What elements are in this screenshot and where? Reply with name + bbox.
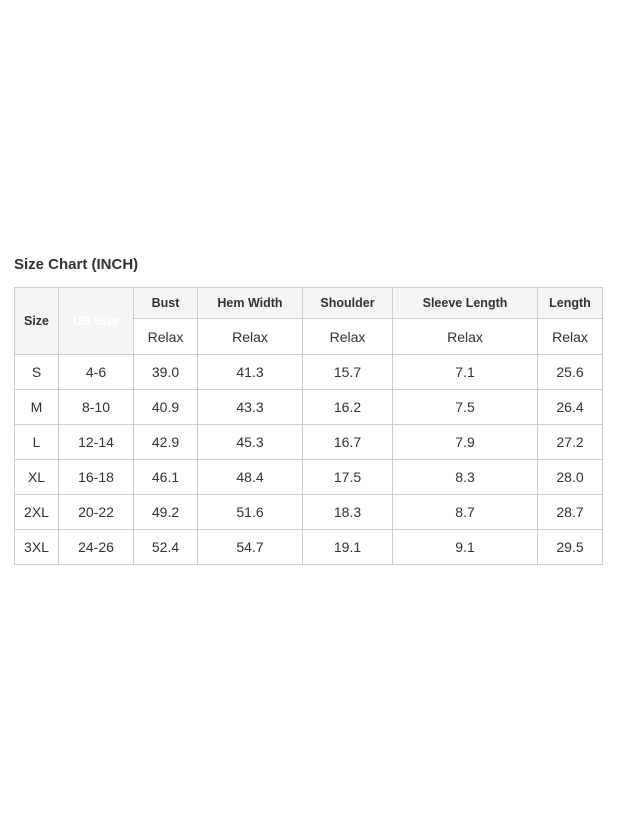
measurement-cell: 16.2 — [302, 389, 393, 425]
measurement-cell: 48.4 — [197, 459, 303, 495]
table-row: L 12-14 42.9 45.3 16.7 7.9 27.2 — [14, 424, 603, 460]
fit-cell-bust: Relax — [133, 318, 198, 355]
fit-cell-hem-width: Relax — [197, 318, 303, 355]
us-size-cell: 16-18 — [58, 459, 134, 495]
measurement-cell: 41.3 — [197, 354, 303, 390]
measurement-cell: 18.3 — [302, 494, 393, 530]
fit-cell-sleeve-length: Relax — [392, 318, 538, 355]
measurement-cell: 9.1 — [392, 529, 538, 565]
measurement-cell: 39.0 — [133, 354, 198, 390]
column-header-hem-width: Hem Width — [197, 287, 303, 319]
fit-cell-length: Relax — [537, 318, 603, 355]
measurement-cell: 28.0 — [537, 459, 603, 495]
us-size-cell: 8-10 — [58, 389, 134, 425]
us-size-cell: 12-14 — [58, 424, 134, 460]
measurement-cell: 51.6 — [197, 494, 303, 530]
table-row: XL 16-18 46.1 48.4 17.5 8.3 28.0 — [14, 459, 603, 495]
size-cell: XL — [14, 459, 59, 495]
size-chart-body: S 4-6 39.0 41.3 15.7 7.1 25.6 M 8-10 40.9 43.3 16.2… — [14, 354, 603, 565]
measurement-cell: 29.5 — [537, 529, 603, 565]
size-chart-title: Size Chart (INCH) — [14, 256, 139, 273]
measurement-cell: 49.2 — [133, 494, 198, 530]
measurement-cell: 15.7 — [302, 354, 393, 390]
size-cell: S — [14, 354, 59, 390]
measurement-cell: 43.3 — [197, 389, 303, 425]
table-row: 3XL 24-26 52.4 54.7 19.1 9.1 29.5 — [14, 529, 603, 565]
fit-cell-shoulder: Relax — [302, 318, 393, 355]
measurement-cell: 54.7 — [197, 529, 303, 565]
table-row: S 4-6 39.0 41.3 15.7 7.1 25.6 — [14, 354, 603, 390]
header-row-fit: Relax Relax Relax Relax Relax — [15, 318, 603, 355]
measurement-cell: 27.2 — [537, 424, 603, 460]
size-cell: M — [14, 389, 59, 425]
measurement-cell: 8.3 — [392, 459, 538, 495]
measurement-cell: 26.4 — [537, 389, 603, 425]
column-header-bust: Bust — [133, 287, 198, 319]
measurement-cell: 45.3 — [197, 424, 303, 460]
header-row-labels: Size US Size Bust Hem Width Shoulder Sle… — [14, 287, 603, 355]
column-header-us-size: US Size — [58, 287, 134, 355]
size-chart-table: Size US Size Bust Hem Width Shoulder Sle… — [14, 287, 603, 565]
us-size-cell: 4-6 — [58, 354, 134, 390]
measurement-cell: 8.7 — [392, 494, 538, 530]
measurement-cell: 7.1 — [392, 354, 538, 390]
us-size-cell: 20-22 — [58, 494, 134, 530]
column-header-size: Size — [14, 287, 59, 355]
table-row: M 8-10 40.9 43.3 16.2 7.5 26.4 — [14, 389, 603, 425]
column-header-sleeve-length: Sleeve Length — [392, 287, 538, 319]
measurement-cell: 46.1 — [133, 459, 198, 495]
table-row: 2XL 20-22 49.2 51.6 18.3 8.7 28.7 — [14, 494, 603, 530]
measurement-cell: 28.7 — [537, 494, 603, 530]
measurement-cell: 25.6 — [537, 354, 603, 390]
measurement-cell: 19.1 — [302, 529, 393, 565]
measurement-cell: 17.5 — [302, 459, 393, 495]
size-cell: 2XL — [14, 494, 59, 530]
size-cell: L — [14, 424, 59, 460]
measurement-cell: 52.4 — [133, 529, 198, 565]
measurement-cell: 7.9 — [392, 424, 538, 460]
measurement-cell: 7.5 — [392, 389, 538, 425]
measurement-cell: 16.7 — [302, 424, 393, 460]
measurement-cell: 40.9 — [133, 389, 198, 425]
size-cell: 3XL — [14, 529, 59, 565]
us-size-cell: 24-26 — [58, 529, 134, 565]
column-header-shoulder: Shoulder — [302, 287, 393, 319]
column-header-length: Length — [537, 287, 603, 319]
measurement-cell: 42.9 — [133, 424, 198, 460]
size-chart-section: Size Chart (INCH) Size US Size Bust Hem … — [14, 256, 603, 565]
size-chart-header: Size US Size Bust Hem Width Shoulder Sle… — [14, 287, 603, 355]
